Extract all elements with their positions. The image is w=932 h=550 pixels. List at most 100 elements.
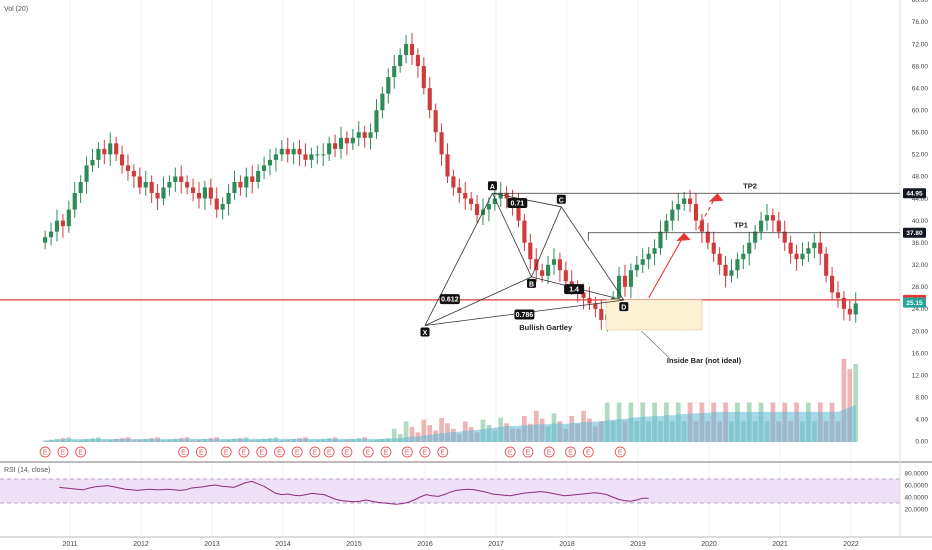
pattern-point-bg xyxy=(619,302,629,312)
earnings-marker-icon xyxy=(504,446,516,458)
earnings-marker-icon xyxy=(437,446,449,458)
candle-body xyxy=(273,154,278,160)
ratio-label-bg xyxy=(564,284,585,295)
price-axis-tick: 80.00 xyxy=(912,0,929,4)
ratio-label: 0.786 xyxy=(516,312,534,319)
candle-body xyxy=(291,148,296,155)
candle-body xyxy=(433,110,438,133)
rsi-panel-label: RSI (14, close) xyxy=(4,467,50,474)
earnings-marker-label: E xyxy=(366,450,371,457)
candle-body xyxy=(474,204,480,216)
candle-body xyxy=(457,187,462,193)
candle-body xyxy=(285,148,290,155)
earnings-marker-icon xyxy=(419,446,431,458)
price-axis-tick: 20.00 xyxy=(912,328,929,335)
volume-bar xyxy=(397,434,403,442)
candle-body xyxy=(640,259,645,265)
candle-body xyxy=(705,231,710,243)
candle-body xyxy=(551,259,557,265)
earnings-marker-icon xyxy=(323,446,335,458)
earnings-marker-label: E xyxy=(295,450,300,457)
pattern-point-bg xyxy=(527,278,536,288)
time-axis-tick: 2022 xyxy=(843,541,859,548)
rsi-axis-tick: 80.0000 xyxy=(905,470,929,477)
candle-body xyxy=(670,209,675,221)
candle-body xyxy=(421,66,426,89)
candle-body xyxy=(622,275,628,287)
earnings-marker-label: E xyxy=(586,450,591,457)
time-axis-tick: 2020 xyxy=(701,541,717,548)
candle-body xyxy=(439,132,444,155)
candle-body xyxy=(528,242,533,260)
earnings-marker-label: E xyxy=(43,450,48,457)
price-axis-tick: 60.00 xyxy=(912,108,929,115)
candle-body xyxy=(185,181,190,188)
earnings-marker-icon xyxy=(522,446,534,458)
candle-body xyxy=(43,237,48,243)
candle-body xyxy=(599,308,604,320)
candle-body xyxy=(563,270,568,282)
candle-body xyxy=(173,176,178,182)
earnings-marker-label: E xyxy=(526,450,531,457)
candle-body xyxy=(84,165,89,182)
earnings-marker-label: E xyxy=(345,450,350,457)
earnings-marker-icon xyxy=(582,446,594,458)
candle-body xyxy=(776,220,781,232)
candle-body xyxy=(143,181,148,188)
rsi-axis-tick: 60.0000 xyxy=(905,482,929,489)
candle-body xyxy=(782,231,787,243)
candle-body xyxy=(664,220,669,232)
pattern-point-bg xyxy=(556,194,566,204)
candle-body xyxy=(847,308,852,315)
candle-body xyxy=(321,154,326,156)
earnings-marker-icon xyxy=(543,446,555,458)
price-axis-tick: 32.00 xyxy=(912,262,929,269)
candle-body xyxy=(634,264,639,271)
price-tag: 25.15 xyxy=(906,300,923,307)
candle-body xyxy=(723,264,728,276)
price-tag: 37.80 xyxy=(906,230,923,237)
candle-body xyxy=(125,165,131,171)
candle-body xyxy=(569,281,574,287)
candle-body xyxy=(492,198,497,205)
candle-body xyxy=(587,297,592,304)
time-axis-tick: 2011 xyxy=(62,541,77,548)
candle-body xyxy=(753,231,758,243)
earnings-marker-icon xyxy=(380,446,392,458)
candle-body xyxy=(741,253,746,260)
price-axis-tick: 12.00 xyxy=(912,372,929,379)
earnings-marker-icon xyxy=(178,446,190,458)
pattern-name: Bullish Gartley xyxy=(519,323,573,332)
candle-body xyxy=(711,242,716,254)
rsi-axis-tick: 40.0000 xyxy=(905,494,929,501)
candle-body xyxy=(699,220,704,232)
time-axis-tick: 2013 xyxy=(204,541,220,548)
candle-body xyxy=(368,132,373,138)
pattern-point-label: D xyxy=(621,305,626,312)
earnings-marker-label: E xyxy=(423,450,428,457)
time-axis-tick: 2016 xyxy=(417,541,433,548)
price-axis-tick: 4.00 xyxy=(915,417,928,424)
volume-ma-area xyxy=(45,405,856,442)
candle-body xyxy=(214,198,219,210)
earnings-marker-label: E xyxy=(78,450,83,457)
candle-body xyxy=(409,43,415,55)
inside-bar-annotation: Inside Bar (not ideal) xyxy=(667,356,742,365)
candle-body xyxy=(687,198,693,205)
earnings-marker-icon xyxy=(238,446,250,458)
earnings-marker-icon xyxy=(291,446,303,458)
candle-body xyxy=(764,215,770,221)
pattern-leg xyxy=(531,206,562,278)
volume-bar xyxy=(847,369,853,442)
earnings-marker-label: E xyxy=(242,450,247,457)
candle-body xyxy=(451,176,456,188)
price-axis-tick: 68.00 xyxy=(912,63,929,70)
candle-body xyxy=(220,204,225,210)
candle-body xyxy=(676,204,681,210)
candle-body xyxy=(90,159,95,166)
candle-body xyxy=(119,154,125,166)
price-axis-tick: 76.00 xyxy=(912,19,929,26)
candle-body xyxy=(812,242,817,249)
candle-body xyxy=(398,55,403,67)
candle-body xyxy=(829,275,835,293)
